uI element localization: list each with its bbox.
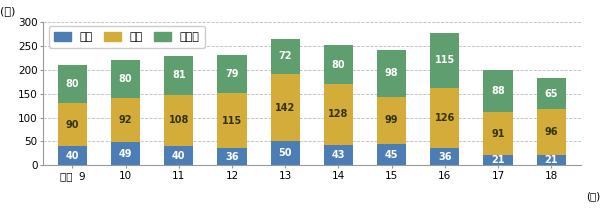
Bar <box>324 84 353 145</box>
Text: 40: 40 <box>172 151 186 161</box>
Bar <box>483 112 512 155</box>
Bar <box>430 148 459 165</box>
Text: 128: 128 <box>328 109 348 119</box>
Bar <box>324 45 353 84</box>
Text: 36: 36 <box>438 152 451 162</box>
Text: 65: 65 <box>544 89 558 99</box>
Bar <box>57 103 87 146</box>
Text: 40: 40 <box>65 151 79 161</box>
Legend: 殺人, 強盗, その他: 殺人, 強盗, その他 <box>48 26 205 48</box>
Text: (件): (件) <box>0 6 16 16</box>
Bar <box>164 56 194 95</box>
Text: 72: 72 <box>278 51 292 61</box>
Text: 142: 142 <box>275 102 295 113</box>
Text: 90: 90 <box>65 120 79 130</box>
Text: 115: 115 <box>434 55 455 66</box>
Text: (年): (年) <box>586 191 600 201</box>
Bar <box>270 74 300 142</box>
Text: 92: 92 <box>119 115 132 125</box>
Bar <box>217 55 247 93</box>
Text: 99: 99 <box>385 115 398 125</box>
Text: 80: 80 <box>119 74 132 84</box>
Bar <box>483 70 512 112</box>
Text: 81: 81 <box>172 70 186 80</box>
Text: 80: 80 <box>65 79 79 89</box>
Bar <box>111 60 140 98</box>
Text: 21: 21 <box>491 155 505 165</box>
Bar <box>217 148 247 165</box>
Bar <box>164 146 194 165</box>
Bar <box>164 95 194 146</box>
Bar <box>430 88 459 148</box>
Text: 80: 80 <box>332 60 345 70</box>
Bar <box>57 146 87 165</box>
Text: 115: 115 <box>222 116 242 126</box>
Bar <box>483 155 512 165</box>
Text: 49: 49 <box>119 149 132 159</box>
Text: 43: 43 <box>332 150 345 160</box>
Bar <box>537 109 566 155</box>
Bar <box>324 145 353 165</box>
Bar <box>270 39 300 74</box>
Text: 108: 108 <box>169 116 189 125</box>
Text: 126: 126 <box>434 113 455 123</box>
Bar <box>377 144 406 165</box>
Text: 50: 50 <box>278 148 292 158</box>
Text: 96: 96 <box>544 127 558 137</box>
Bar <box>111 98 140 142</box>
Bar <box>377 50 406 97</box>
Bar <box>377 97 406 144</box>
Bar <box>111 142 140 165</box>
Text: 88: 88 <box>491 86 505 96</box>
Text: 91: 91 <box>491 129 505 139</box>
Bar <box>430 33 459 88</box>
Bar <box>537 155 566 165</box>
Text: 45: 45 <box>385 150 398 160</box>
Text: 36: 36 <box>225 152 239 162</box>
Bar <box>57 65 87 103</box>
Bar <box>537 78 566 109</box>
Bar <box>217 93 247 148</box>
Text: 21: 21 <box>544 155 558 165</box>
Bar <box>270 142 300 165</box>
Text: 98: 98 <box>385 68 399 78</box>
Text: 79: 79 <box>225 69 239 79</box>
